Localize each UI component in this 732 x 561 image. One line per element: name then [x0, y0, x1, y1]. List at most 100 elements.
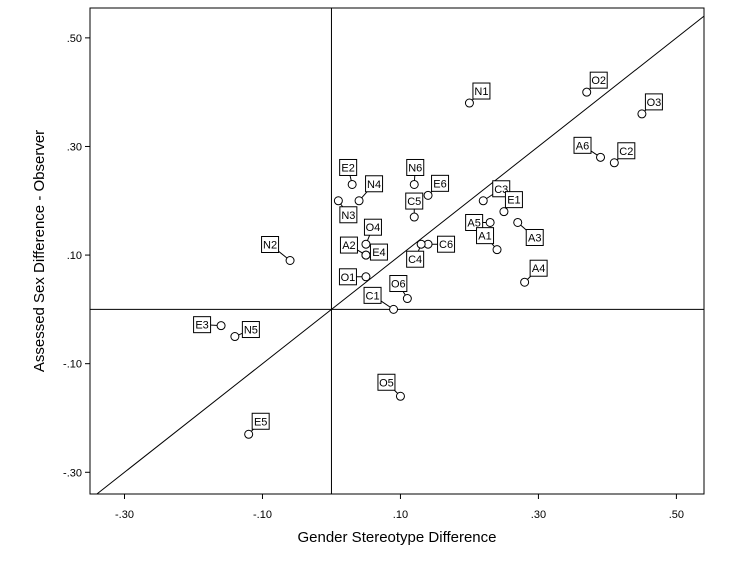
- data-point-e2: E2: [339, 158, 358, 189]
- x-tick-label: -.30: [115, 509, 134, 521]
- point-marker: [361, 250, 371, 260]
- data-point-c2: C2: [609, 142, 636, 168]
- point-label: E6: [433, 178, 446, 190]
- identity-line: [96, 15, 705, 495]
- data-point-o6: O6: [389, 275, 412, 304]
- label-box: [261, 236, 280, 254]
- label-box: [241, 321, 260, 339]
- label-box: [406, 250, 425, 268]
- point-label: N6: [408, 162, 422, 174]
- label-box: [339, 206, 358, 224]
- y-tick-label: .50: [67, 33, 82, 45]
- label-box: [369, 243, 388, 261]
- point-label: E1: [507, 195, 520, 207]
- point-marker: [395, 391, 405, 401]
- point-marker: [216, 321, 226, 331]
- x-axis: -.30 -.10 .10 .30 .50: [115, 494, 684, 521]
- label-box: [251, 412, 270, 430]
- label-box: [339, 158, 358, 176]
- data-point-c5: C5: [405, 192, 424, 222]
- point-label: N3: [341, 210, 355, 222]
- data-point-o4: O4: [361, 218, 382, 249]
- label-box: [193, 316, 212, 334]
- data-point-n5: N5: [230, 321, 260, 342]
- point-label: N2: [263, 240, 277, 252]
- plot-area-frame: [89, 7, 705, 495]
- label-box: [472, 82, 491, 100]
- data-point-a5: A5: [465, 213, 495, 231]
- x-tick-label: -.10: [253, 509, 272, 521]
- label-box: [365, 175, 384, 193]
- point-marker: [409, 179, 419, 189]
- label-box: [573, 136, 592, 154]
- data-point-n6: N6: [406, 158, 425, 189]
- label-box: [476, 227, 495, 245]
- data-point-c4: C4: [406, 239, 426, 268]
- point-label: A3: [528, 232, 541, 244]
- label-box: [377, 373, 396, 391]
- data-point-n4: N4: [354, 175, 384, 206]
- data-point-a4: A4: [520, 259, 548, 287]
- point-label: N1: [474, 86, 488, 98]
- data-point-o1: O1: [338, 268, 371, 286]
- point-marker: [520, 277, 530, 287]
- point-label: A4: [532, 263, 545, 275]
- data-point-e4: E4: [361, 243, 388, 261]
- point-marker: [492, 245, 502, 255]
- y-axis-title: Assessed Sex Difference - Observer: [31, 130, 48, 372]
- label-box: [339, 236, 358, 254]
- point-label: C2: [619, 146, 633, 158]
- data-point-e1: E1: [499, 191, 523, 217]
- y-tick-label: .10: [67, 250, 82, 262]
- label-box: [406, 158, 425, 176]
- point-marker: [485, 217, 495, 227]
- label-box: [363, 286, 382, 304]
- point-marker: [609, 158, 619, 168]
- data-point-e6: E6: [423, 174, 450, 200]
- point-label: O6: [391, 279, 406, 291]
- label-box: [525, 228, 544, 246]
- data-point-n1: N1: [464, 82, 491, 108]
- y-tick-label: .30: [67, 141, 82, 153]
- x-axis-title: Gender Stereotype Difference: [297, 529, 496, 546]
- label-box: [437, 235, 456, 253]
- point-label: C6: [439, 239, 453, 251]
- data-point-o5: O5: [377, 373, 405, 401]
- data-point-c1: C1: [363, 286, 399, 314]
- data-point-o3: O3: [637, 93, 663, 119]
- point-label: O2: [591, 75, 606, 87]
- point-marker: [409, 212, 419, 222]
- point-label: A1: [478, 231, 491, 243]
- point-marker: [582, 87, 592, 97]
- point-label: O4: [366, 222, 381, 234]
- point-marker: [244, 429, 254, 439]
- point-marker: [354, 196, 364, 206]
- point-label: E2: [341, 162, 354, 174]
- point-marker: [333, 196, 343, 206]
- x-tick-label: .50: [669, 509, 684, 521]
- data-point-e5: E5: [244, 412, 270, 439]
- y-axis: .50 .30 .10 -.10 -.30: [63, 33, 90, 479]
- label-box: [504, 191, 523, 209]
- point-marker: [416, 239, 426, 249]
- y-tick-label: -.10: [63, 359, 82, 371]
- point-marker: [230, 332, 240, 342]
- label-box: [465, 213, 484, 231]
- point-marker: [361, 272, 371, 282]
- data-point-a6: A6: [573, 136, 606, 162]
- data-point-a1: A1: [476, 227, 502, 255]
- point-marker: [513, 217, 523, 227]
- x-tick-label: .10: [393, 509, 408, 521]
- point-label: C5: [407, 196, 421, 208]
- point-label: A2: [342, 240, 355, 252]
- label-box: [617, 142, 636, 160]
- y-tick-label: -.30: [63, 467, 82, 479]
- point-label: N5: [244, 325, 258, 337]
- point-label: E3: [195, 320, 208, 332]
- data-point-n2: N2: [261, 236, 295, 266]
- label-box: [389, 275, 408, 293]
- point-marker: [285, 256, 295, 266]
- label-box: [644, 93, 663, 111]
